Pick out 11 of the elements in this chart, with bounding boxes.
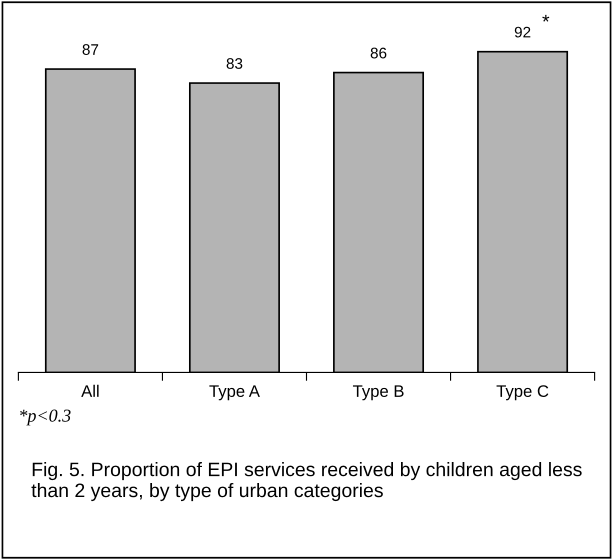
data-label: 87 [82, 44, 98, 55]
data-label: 92 [514, 26, 530, 38]
annotation: * [542, 14, 550, 22]
x-tick-label: Type A [209, 385, 260, 400]
data-label: 86 [370, 48, 386, 58]
x-tick-label: Type C [496, 385, 548, 400]
x-tick-label: All [81, 384, 99, 397]
text: Fig. 5. Proportion of EPI services received by children aged less than 2 years, by type of urban categories [31, 462, 582, 502]
data-label: 83 [226, 58, 242, 69]
text: *p<0.3 [20, 410, 71, 426]
x-tick-label: Type B [352, 385, 404, 400]
